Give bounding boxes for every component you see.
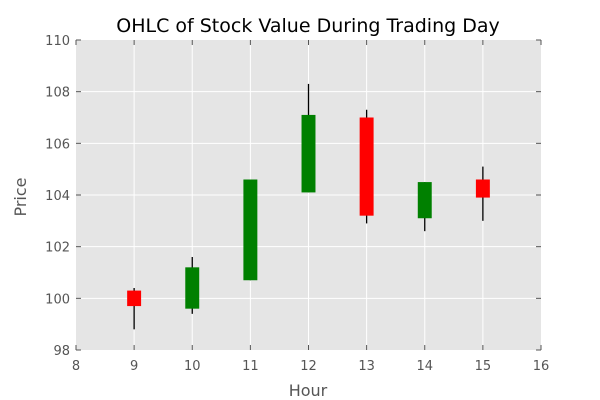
y-tick-label: 110 bbox=[45, 34, 70, 49]
x-tick-label: 11 bbox=[242, 359, 259, 374]
x-tick-label: 15 bbox=[475, 359, 492, 374]
y-tick-label: 98 bbox=[53, 344, 70, 359]
chart-title: OHLC of Stock Value During Trading Day bbox=[116, 15, 500, 37]
y-tick-label: 106 bbox=[45, 137, 70, 152]
candle-bodies bbox=[127, 114, 490, 309]
x-tick-label: 9 bbox=[130, 359, 138, 374]
x-tick-label: 8 bbox=[72, 359, 80, 374]
candle-body-up bbox=[185, 267, 200, 309]
x-tick-label: 16 bbox=[533, 359, 550, 374]
tick-labels: 8 9 10 11 12 13 14 15 16 98 100 102 104 106 108 110 bbox=[45, 34, 549, 374]
x-axis-label: Hour bbox=[289, 381, 328, 400]
y-tick-label: 100 bbox=[45, 292, 70, 307]
axis-ticks bbox=[75, 39, 542, 351]
candle-body-down bbox=[475, 179, 490, 198]
candle-body-up bbox=[417, 182, 432, 219]
candle-body-up bbox=[301, 114, 316, 193]
candle-body-down bbox=[127, 290, 142, 307]
y-tick-label: 108 bbox=[45, 86, 70, 101]
candle-body-down bbox=[359, 117, 374, 216]
y-tick-label: 102 bbox=[45, 241, 70, 256]
x-tick-label: 12 bbox=[300, 359, 317, 374]
y-axis-label: Price bbox=[11, 177, 30, 216]
y-tick-label: 104 bbox=[45, 189, 70, 204]
x-tick-label: 10 bbox=[184, 359, 201, 374]
x-tick-label: 14 bbox=[416, 359, 433, 374]
candle-body-up bbox=[243, 179, 258, 281]
x-tick-label: 13 bbox=[358, 359, 375, 374]
